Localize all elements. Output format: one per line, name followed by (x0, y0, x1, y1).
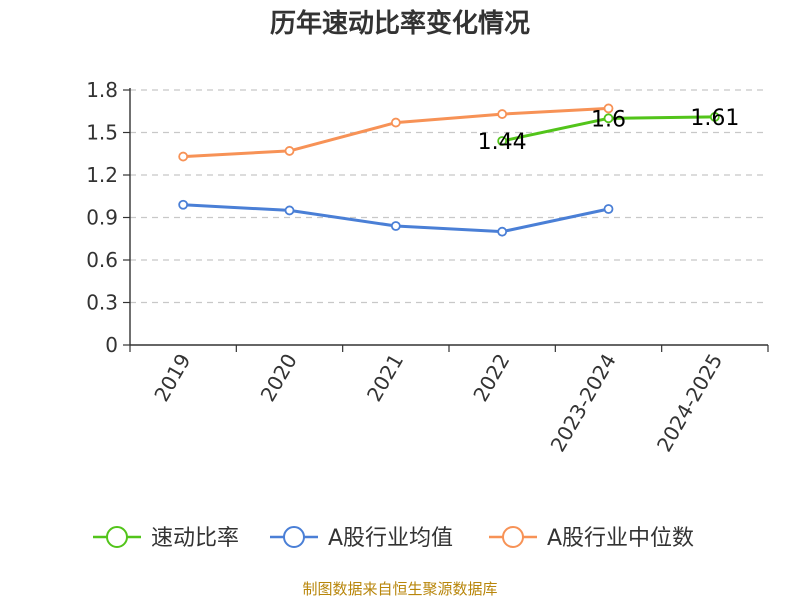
x-tick-label: 2019 (149, 350, 195, 406)
data-label: 1.6 (591, 107, 626, 132)
legend-label: A股行业中位数 (547, 526, 694, 551)
legend-item[interactable]: A股行业中位数 (489, 526, 694, 551)
series-point (284, 146, 295, 156)
chart-title: 历年速动比率变化情况 (270, 8, 530, 39)
data-labels: 1.44 1.6 1.61 (478, 106, 740, 155)
legend-item[interactable]: A股行业均值 (270, 526, 453, 551)
data-label: 1.61 (690, 106, 739, 131)
x-tick-label: 2024-2025 (652, 350, 727, 456)
series-point (603, 113, 614, 124)
legend-label: A股行业均值 (328, 526, 453, 551)
series-point (497, 109, 508, 119)
series-point (603, 204, 614, 214)
legend-marker (502, 526, 524, 548)
series-group (178, 103, 720, 237)
legend-item[interactable]: 速动比率 (93, 526, 239, 551)
legend-marker (106, 526, 128, 548)
x-tick-label: 2022 (468, 349, 514, 405)
x-tick-label: 2021 (362, 350, 408, 406)
y-tick-label: 1.5 (86, 121, 118, 145)
x-tick-label: 2023-2024 (546, 350, 621, 456)
legend-marker (283, 526, 305, 548)
legend[interactable]: 速动比率 A股行业均值 A股行业中位数 (93, 526, 694, 551)
data-label: 1.44 (478, 130, 527, 155)
series-point (178, 151, 189, 162)
y-tick-label: 0.9 (86, 206, 118, 230)
series-point (497, 226, 508, 237)
series-point (709, 112, 720, 122)
y-tick-label: 1.8 (86, 78, 118, 102)
legend-label: 速动比率 (151, 526, 239, 551)
x-tick-label: 2020 (256, 350, 302, 406)
series-point (390, 117, 401, 128)
y-tick-label: 0.3 (86, 291, 118, 315)
series-point (390, 221, 401, 231)
source-note: 制图数据来自恒生聚源数据库 (302, 580, 497, 598)
grid (130, 89, 768, 304)
series-point (603, 103, 614, 114)
axes: 0 0.3 0.6 0.9 1.2 1.5 1.8 2019 2020 2021 2022 2023-… (86, 78, 769, 456)
series-point (284, 205, 295, 216)
y-tick-label: 0.6 (86, 248, 118, 272)
y-tick-label: 1.2 (86, 163, 118, 187)
series-point (497, 136, 508, 146)
y-tick-label: 0 (105, 333, 118, 357)
series-point (178, 199, 189, 210)
